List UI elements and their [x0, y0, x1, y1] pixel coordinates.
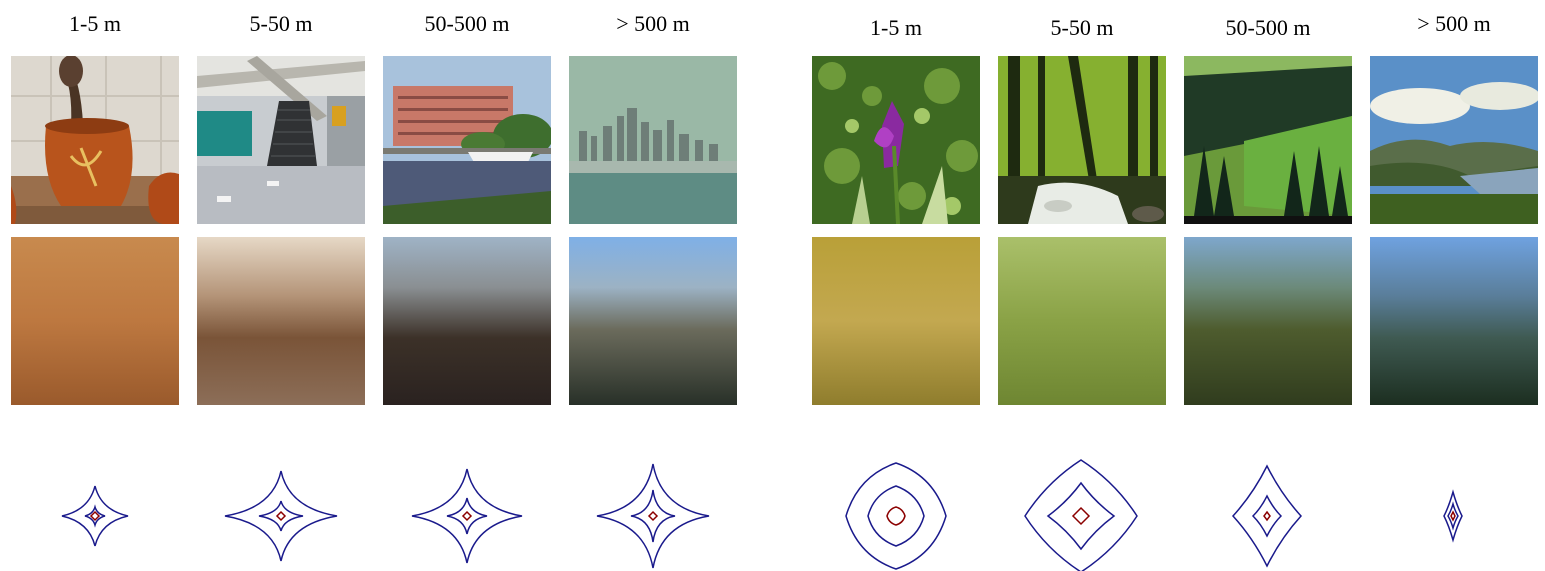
average-image-natural-4 [1370, 237, 1538, 405]
label-natural-3: 50-500 m [1225, 15, 1311, 40]
average-image-manmade-4 [569, 237, 737, 405]
spectrum-natural-1 [845, 462, 947, 570]
label-manmade-1: 1-5 m [69, 11, 121, 36]
average-image-natural-2 [998, 237, 1166, 405]
photo-city-skyline [569, 56, 737, 224]
spectrum-natural-2 [1024, 459, 1138, 571]
photo-station-stairs [197, 56, 365, 224]
spectrum-manmade-4 [596, 463, 710, 569]
spectrum-manmade-1 [61, 485, 129, 547]
label-manmade-3: 50-500 m [424, 11, 510, 36]
label-natural-4: > 500 m [1417, 11, 1491, 36]
spectrum-manmade-2 [224, 470, 338, 562]
photo-forest-stream [998, 56, 1166, 224]
average-image-natural-1 [812, 237, 980, 405]
label-manmade-2: 5-50 m [249, 11, 313, 36]
average-image-natural-3 [1184, 237, 1352, 405]
average-image-manmade-2 [197, 237, 365, 405]
label-natural-2: 5-50 m [1050, 15, 1114, 40]
spectrum-natural-4 [1443, 489, 1463, 543]
photo-waterfront-building [383, 56, 551, 224]
label-manmade-4: > 500 m [616, 11, 690, 36]
average-image-manmade-1 [11, 237, 179, 405]
photo-lake-valley [1370, 56, 1538, 224]
spectrum-manmade-3 [411, 468, 523, 564]
spectrum-natural-3 [1231, 464, 1303, 568]
spectral-signatures [61, 459, 1463, 571]
photo-iris-flower [812, 56, 980, 224]
photo-hillside-pines [1184, 56, 1352, 224]
label-natural-1: 1-5 m [870, 15, 922, 40]
average-image-manmade-3 [383, 237, 551, 405]
photo-kitchen-pots [11, 56, 179, 224]
